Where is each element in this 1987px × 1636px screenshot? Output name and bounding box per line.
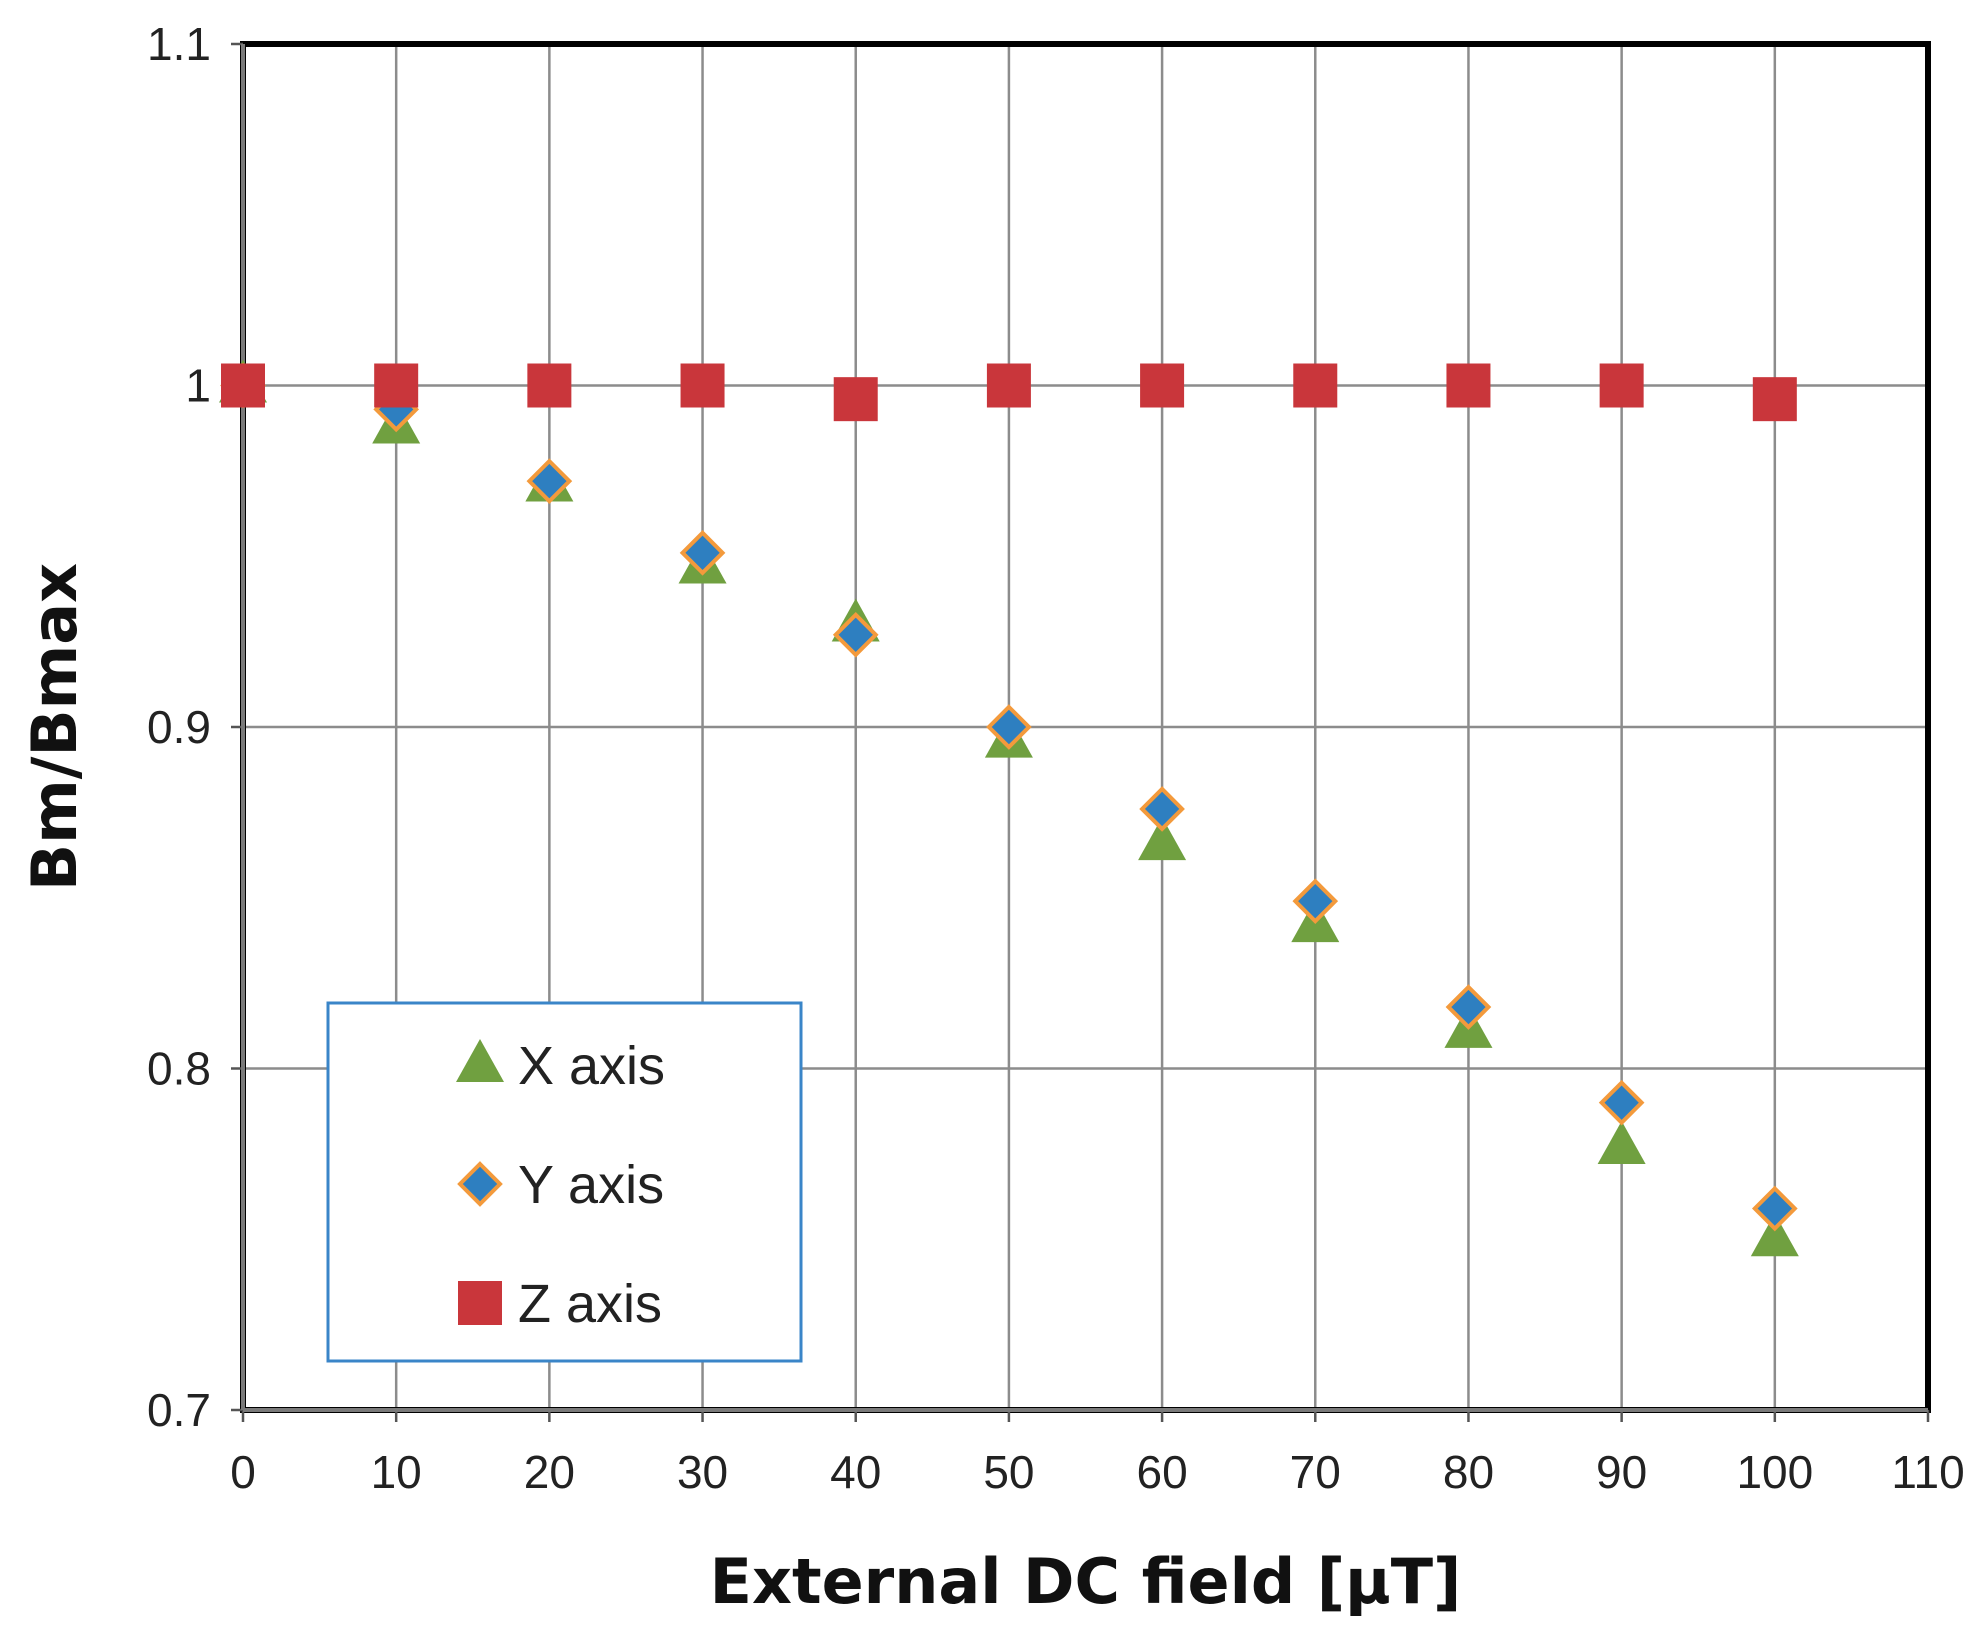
data-point-diamond xyxy=(1751,1185,1798,1232)
axes: 0 10 20 30 40 50 60 70 80 90 100 110 0.7 0.8 0.9 1 1.1 xyxy=(147,18,1965,1498)
data-point-diamond xyxy=(1292,878,1339,924)
legend-marker-square xyxy=(458,1281,502,1325)
x-tick-label: 100 xyxy=(1736,1446,1813,1498)
y-axis-title: Bm/Bmax xyxy=(18,563,91,891)
legend-label: Y axis xyxy=(518,1155,664,1215)
x-tick-label: 50 xyxy=(983,1446,1034,1498)
x-tick-label: 40 xyxy=(830,1446,881,1498)
legend-label: Z axis xyxy=(518,1274,662,1334)
x-tick-label: 30 xyxy=(677,1446,728,1498)
data-series xyxy=(219,359,1799,1257)
data-point-square xyxy=(833,377,878,422)
y-tick-label: 0.7 xyxy=(147,1384,211,1436)
legend: X axis Y axis Z axis xyxy=(326,1001,803,1363)
data-point-square xyxy=(374,363,419,408)
data-point-diamond xyxy=(832,611,879,658)
data-point-square xyxy=(1293,363,1338,408)
data-point-square xyxy=(986,363,1031,408)
data-point-diamond xyxy=(986,704,1032,750)
series-y-axis xyxy=(220,362,1798,1232)
x-tick-label: 60 xyxy=(1137,1446,1188,1498)
x-tick-label: 70 xyxy=(1290,1446,1341,1498)
x-tick-label: 10 xyxy=(371,1446,422,1498)
legend-item: Z axis xyxy=(458,1274,662,1334)
legend-item: X axis xyxy=(456,1036,665,1096)
x-tick-label: 110 xyxy=(1891,1446,1964,1498)
data-point-diamond xyxy=(679,530,726,576)
x-axis-title: External DC field [μT] xyxy=(710,1545,1462,1618)
data-point-diamond xyxy=(1445,984,1492,1030)
data-point-triangle xyxy=(1597,1121,1646,1165)
legend-label: X axis xyxy=(518,1036,665,1096)
data-point-square xyxy=(1599,363,1644,408)
x-tick-label: 20 xyxy=(524,1446,575,1498)
y-tick-label: 1.1 xyxy=(147,18,211,70)
data-point-diamond xyxy=(1598,1079,1645,1126)
data-point-triangle xyxy=(1750,1213,1799,1257)
data-point-diamond xyxy=(526,458,573,504)
data-point-diamond xyxy=(1139,786,1185,832)
y-tick-label: 0.8 xyxy=(147,1043,211,1095)
x-tick-label: 80 xyxy=(1443,1446,1494,1498)
series-z-axis xyxy=(221,363,1797,422)
data-point-square xyxy=(221,363,265,408)
data-point-square xyxy=(1752,377,1797,422)
legend-item: Y axis xyxy=(457,1155,664,1215)
data-point-square xyxy=(680,363,725,408)
data-point-square xyxy=(1140,363,1185,408)
legend-box xyxy=(326,1001,803,1363)
legend-marker-triangle xyxy=(456,1039,504,1082)
y-tick-label: 0.9 xyxy=(147,701,211,753)
data-point-square xyxy=(527,363,572,408)
data-point-square xyxy=(1446,363,1491,408)
x-tick-label: 0 xyxy=(230,1446,256,1498)
legend-marker-diamond xyxy=(457,1161,503,1207)
data-point-triangle xyxy=(1138,817,1187,861)
x-tick-label: 90 xyxy=(1596,1446,1647,1498)
y-tick-label: 1 xyxy=(185,360,211,412)
